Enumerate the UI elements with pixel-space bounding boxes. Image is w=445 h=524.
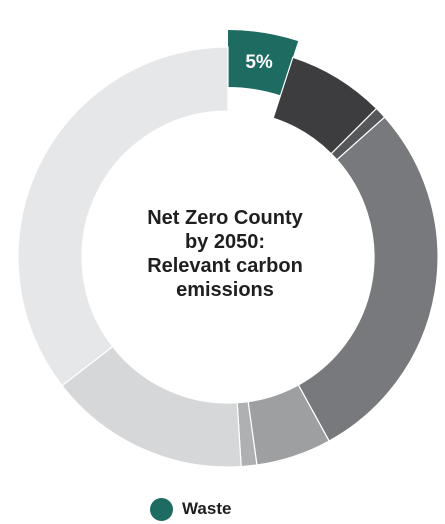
chart-title-line: emissions (176, 279, 274, 301)
legend-swatch-waste (150, 497, 173, 521)
chart-title-line: Relevant carbon (147, 255, 303, 277)
chart-title-line: by 2050: (184, 231, 266, 253)
chart-title: Net Zero County by 2050: Relevant carbon… (120, 206, 330, 302)
pie-slice-8 (17, 46, 229, 387)
chart-title-line: Net Zero County (147, 207, 303, 229)
legend: Waste (150, 497, 231, 521)
pie-slice-waste (228, 30, 299, 96)
pie-slice-4 (297, 116, 439, 442)
data-label-waste: 5% (245, 52, 273, 73)
legend-label-waste: Waste (182, 499, 232, 518)
